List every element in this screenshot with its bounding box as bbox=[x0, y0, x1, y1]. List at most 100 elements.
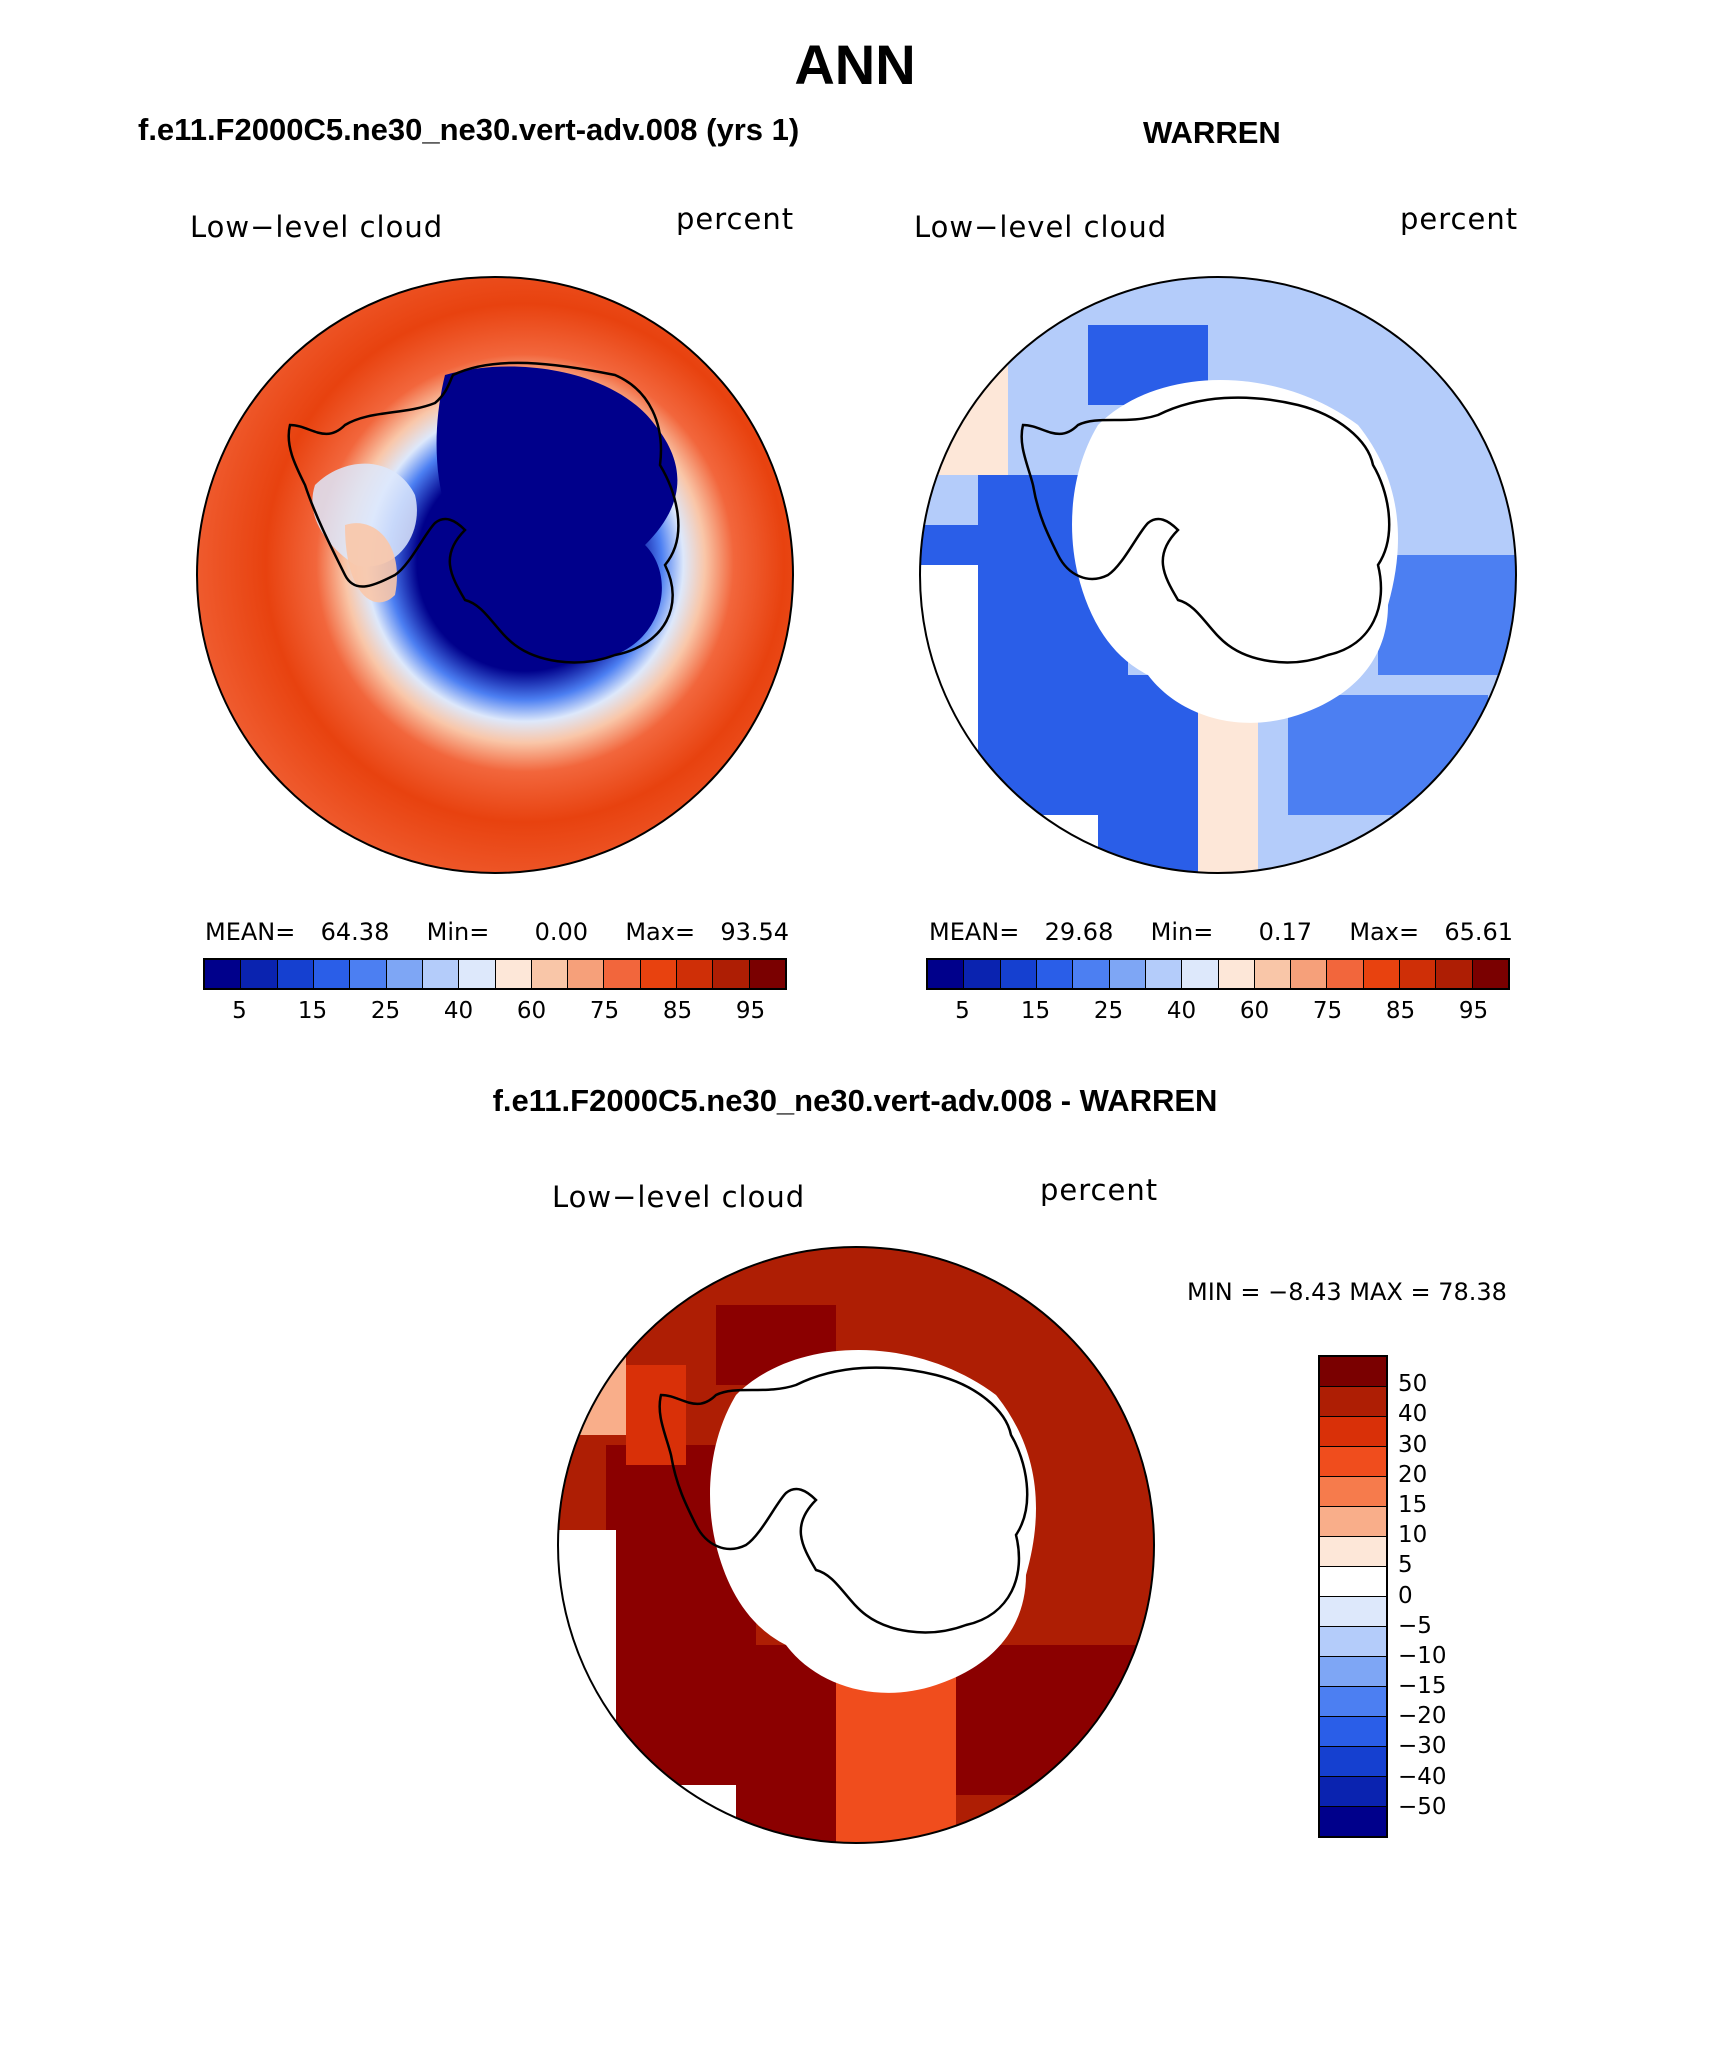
diff-colorbar-swatch bbox=[1320, 1417, 1386, 1447]
panel2-colorbar-swatch bbox=[1109, 960, 1146, 988]
panel1-colorbar-tick-label: 40 bbox=[443, 998, 474, 1024]
panel1-colorbar-swatch bbox=[713, 960, 750, 988]
panel2-colorbar-swatch bbox=[1254, 960, 1292, 988]
diff-colorbar-tick-label: −30 bbox=[1398, 1733, 1447, 1760]
map-patch-right bbox=[1378, 555, 1516, 675]
panel1-colorbar bbox=[203, 958, 787, 990]
panel1-colorbar-swatch bbox=[205, 960, 242, 988]
panel1-colorbar-swatch bbox=[568, 960, 605, 988]
diff-colorbar-tick-label: 50 bbox=[1398, 1371, 1428, 1398]
diff-colorbar-swatch bbox=[1320, 1537, 1386, 1567]
diff-colorbar-tick-label: 5 bbox=[1398, 1552, 1413, 1579]
panel1-colorbar-swatch bbox=[277, 960, 314, 988]
diff-colorbar-tick-label: −5 bbox=[1398, 1612, 1432, 1639]
panel1-mean-label: MEAN= bbox=[205, 918, 296, 946]
page-title: ANN bbox=[794, 33, 916, 96]
diff-colorbar-swatch bbox=[1320, 1717, 1386, 1747]
diff-colorbar-tick-label: 20 bbox=[1398, 1461, 1428, 1488]
map-patch-orange-bottom bbox=[836, 1675, 956, 1843]
panel1-max-label: Max= bbox=[625, 918, 696, 946]
panel2-title: WARREN bbox=[1143, 115, 1281, 150]
diff-colorbar-swatch bbox=[1320, 1627, 1386, 1657]
diff-minmax: MIN = −8.43 MAX = 78.38 bbox=[1187, 1278, 1507, 1306]
diff-colorbar-tick-label: −50 bbox=[1398, 1793, 1447, 1820]
panel2-colorbar-swatch bbox=[928, 960, 965, 988]
panel1-colorbar-ticks: 5 15 25 40 60 75 85 95 bbox=[203, 998, 787, 1028]
panel1-colorbar-tick-label: 15 bbox=[297, 998, 328, 1024]
panel1-colorbar-tick-label: 75 bbox=[589, 998, 620, 1024]
panel2-max-label: Max= bbox=[1349, 918, 1420, 946]
panel1-colorbar-swatch bbox=[640, 960, 678, 988]
coastline bbox=[1020, 396, 1391, 664]
panel2-colorbar-swatch bbox=[1291, 960, 1328, 988]
panel1-colorbar-tick-label: 95 bbox=[735, 998, 766, 1024]
panel2-colorbar-tick-label: 25 bbox=[1093, 998, 1124, 1024]
diff-colorbar bbox=[1318, 1355, 1388, 1838]
panel2-polar-map bbox=[919, 276, 1517, 874]
panel2-colorbar-tick-label: 75 bbox=[1312, 998, 1343, 1024]
panel2-colorbar-tick-label: 15 bbox=[1020, 998, 1051, 1024]
map-patch-peach bbox=[345, 523, 397, 603]
panel2-colorbar-tick-label: 40 bbox=[1166, 998, 1197, 1024]
panel2-colorbar-swatch bbox=[1036, 960, 1074, 988]
panel2-colorbar-swatch bbox=[1145, 960, 1183, 988]
diff-colorbar-tick-label: 15 bbox=[1398, 1491, 1428, 1518]
map-patch-light bbox=[312, 463, 417, 567]
diff-colorbar-tick-label: −20 bbox=[1398, 1703, 1447, 1730]
diff-units-label: percent bbox=[1040, 1173, 1159, 1207]
coastline bbox=[287, 361, 680, 664]
panel2-colorbar-swatch bbox=[964, 960, 1001, 988]
panel1-colorbar-swatch bbox=[677, 960, 714, 988]
panel2-min-label: Min= bbox=[1150, 918, 1214, 946]
panel1-title: f.e11.F2000C5.ne30_ne30.vert-adv.008 (yr… bbox=[138, 112, 800, 147]
panel1-colorbar-tick-label: 5 bbox=[232, 998, 247, 1024]
panel1-max-value: 93.54 bbox=[720, 918, 790, 946]
panel1-colorbar-swatch bbox=[386, 960, 423, 988]
missing-data-interior bbox=[1072, 380, 1398, 723]
map-patch-peach-left bbox=[558, 1335, 626, 1435]
panel2-mean-value: 29.68 bbox=[1044, 918, 1114, 946]
diff-colorbar-tick-label: −15 bbox=[1398, 1673, 1447, 1700]
panel1-polar-map bbox=[196, 276, 794, 874]
diff-colorbar-swatch bbox=[1320, 1357, 1386, 1387]
panel2-colorbar-swatch bbox=[1000, 960, 1037, 988]
panel2-colorbar-swatch bbox=[1073, 960, 1110, 988]
diff-colorbar-swatch bbox=[1320, 1597, 1386, 1627]
diff-colorbar-swatch bbox=[1320, 1807, 1386, 1836]
panel2-colorbar-swatch bbox=[1363, 960, 1401, 988]
panel2-colorbar-swatch bbox=[1436, 960, 1473, 988]
panel1-colorbar-swatch bbox=[313, 960, 351, 988]
panel1-colorbar-swatch bbox=[241, 960, 278, 988]
map-patch-lower-right bbox=[956, 1645, 1154, 1795]
panel2-mean-label: MEAN= bbox=[929, 918, 1020, 946]
panel2-colorbar-ticks: 5 15 25 40 60 75 85 95 bbox=[926, 998, 1510, 1028]
panel1-variable-label: Low−level cloud bbox=[190, 210, 444, 244]
diff-title: f.e11.F2000C5.ne30_ne30.vert-adv.008 - W… bbox=[492, 1083, 1218, 1118]
panel2-colorbar-swatch bbox=[1182, 960, 1219, 988]
panel2-min-value: 0.17 bbox=[1258, 918, 1313, 946]
panel1-colorbar-swatch bbox=[495, 960, 532, 988]
diff-colorbar-tick-label: 40 bbox=[1398, 1401, 1428, 1428]
diff-colorbar-swatch bbox=[1320, 1507, 1386, 1537]
diff-colorbar-swatch bbox=[1320, 1477, 1386, 1507]
panel1-colorbar-swatch bbox=[531, 960, 569, 988]
panel1-colorbar-tick-label: 60 bbox=[516, 998, 547, 1024]
diff-colorbar-ticks: 50 40 30 20 15 10 5 0 −5 −10 −15 −20 −30 −40 −50 bbox=[1398, 1355, 1518, 1838]
diff-colorbar-swatch bbox=[1320, 1777, 1386, 1807]
panel1-colorbar-swatch bbox=[350, 960, 387, 988]
map-patch-orange-left bbox=[626, 1365, 686, 1465]
diff-colorbar-swatch bbox=[1320, 1657, 1386, 1687]
panel2-colorbar-swatch bbox=[1400, 960, 1437, 988]
panel2-colorbar-tick-label: 85 bbox=[1385, 998, 1416, 1024]
panel1-colorbar-swatch bbox=[459, 960, 496, 988]
panel1-colorbar-swatch bbox=[749, 960, 785, 988]
panel2-variable-label: Low−level cloud bbox=[914, 210, 1168, 244]
panel1-min-value: 0.00 bbox=[534, 918, 589, 946]
diff-colorbar-tick-label: 10 bbox=[1398, 1522, 1428, 1549]
map-patch-peach-bottom bbox=[1198, 695, 1258, 873]
panel2-colorbar bbox=[926, 958, 1510, 990]
panel2-colorbar-tick-label: 5 bbox=[955, 998, 970, 1024]
diff-colorbar-swatch bbox=[1320, 1687, 1386, 1717]
panel2-colorbar-tick-label: 95 bbox=[1458, 998, 1489, 1024]
panel2-units-label: percent bbox=[1400, 202, 1519, 236]
